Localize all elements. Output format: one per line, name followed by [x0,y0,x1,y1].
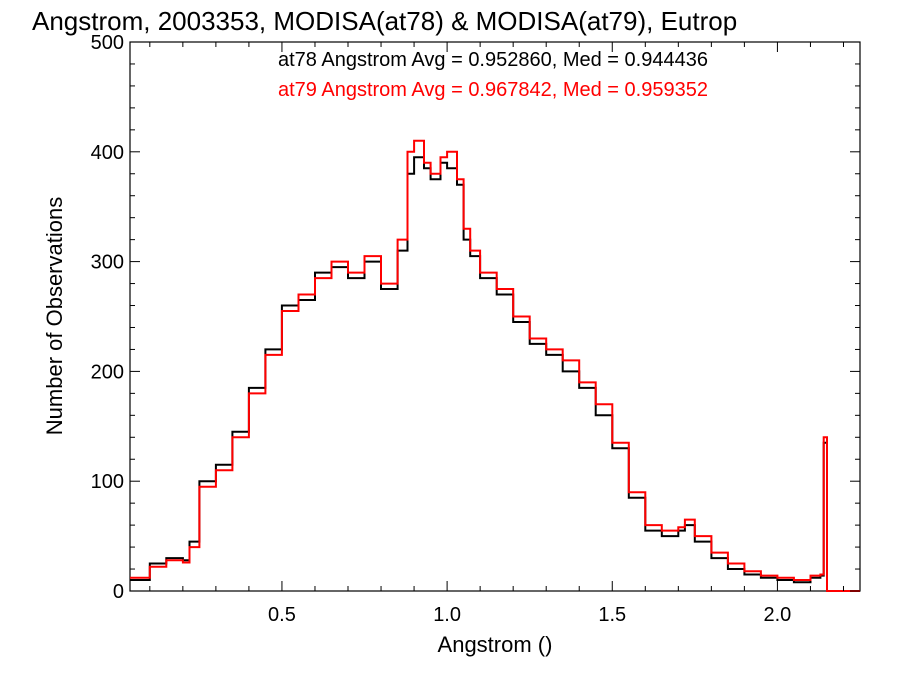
series-line-at78 [130,156,860,592]
x-tick-label: 0.5 [268,604,296,626]
series-line-at79 [130,139,860,592]
y-tick-label: 500 [91,32,124,54]
annotation-at78: at78 Angstrom Avg = 0.952860, Med = 0.94… [278,49,708,71]
y-axis-ticks: 0 100 200 300 400 500 [91,32,860,603]
x-axis-label: Angstrom () [438,632,553,657]
x-tick-label: 1.0 [433,604,461,626]
plot-frame [129,41,861,592]
x-axis-ticks: 0.5 1.0 1.5 2.0 [149,42,844,626]
x-tick-label: 2.0 [764,604,792,626]
y-tick-label: 0 [113,581,124,603]
annotation-at79: at79 Angstrom Avg = 0.967842, Med = 0.95… [278,79,708,101]
y-tick-label: 100 [91,471,124,493]
y-tick-label: 400 [91,142,124,164]
series-layer [130,139,860,592]
x-tick-label: 1.5 [598,604,626,626]
y-tick-label: 300 [91,252,124,274]
y-tick-label: 200 [91,361,124,383]
y-axis-label: Number of Observations [42,197,67,435]
chart-title: Angstrom, 2003353, MODISA(at78) & MODISA… [32,6,737,36]
